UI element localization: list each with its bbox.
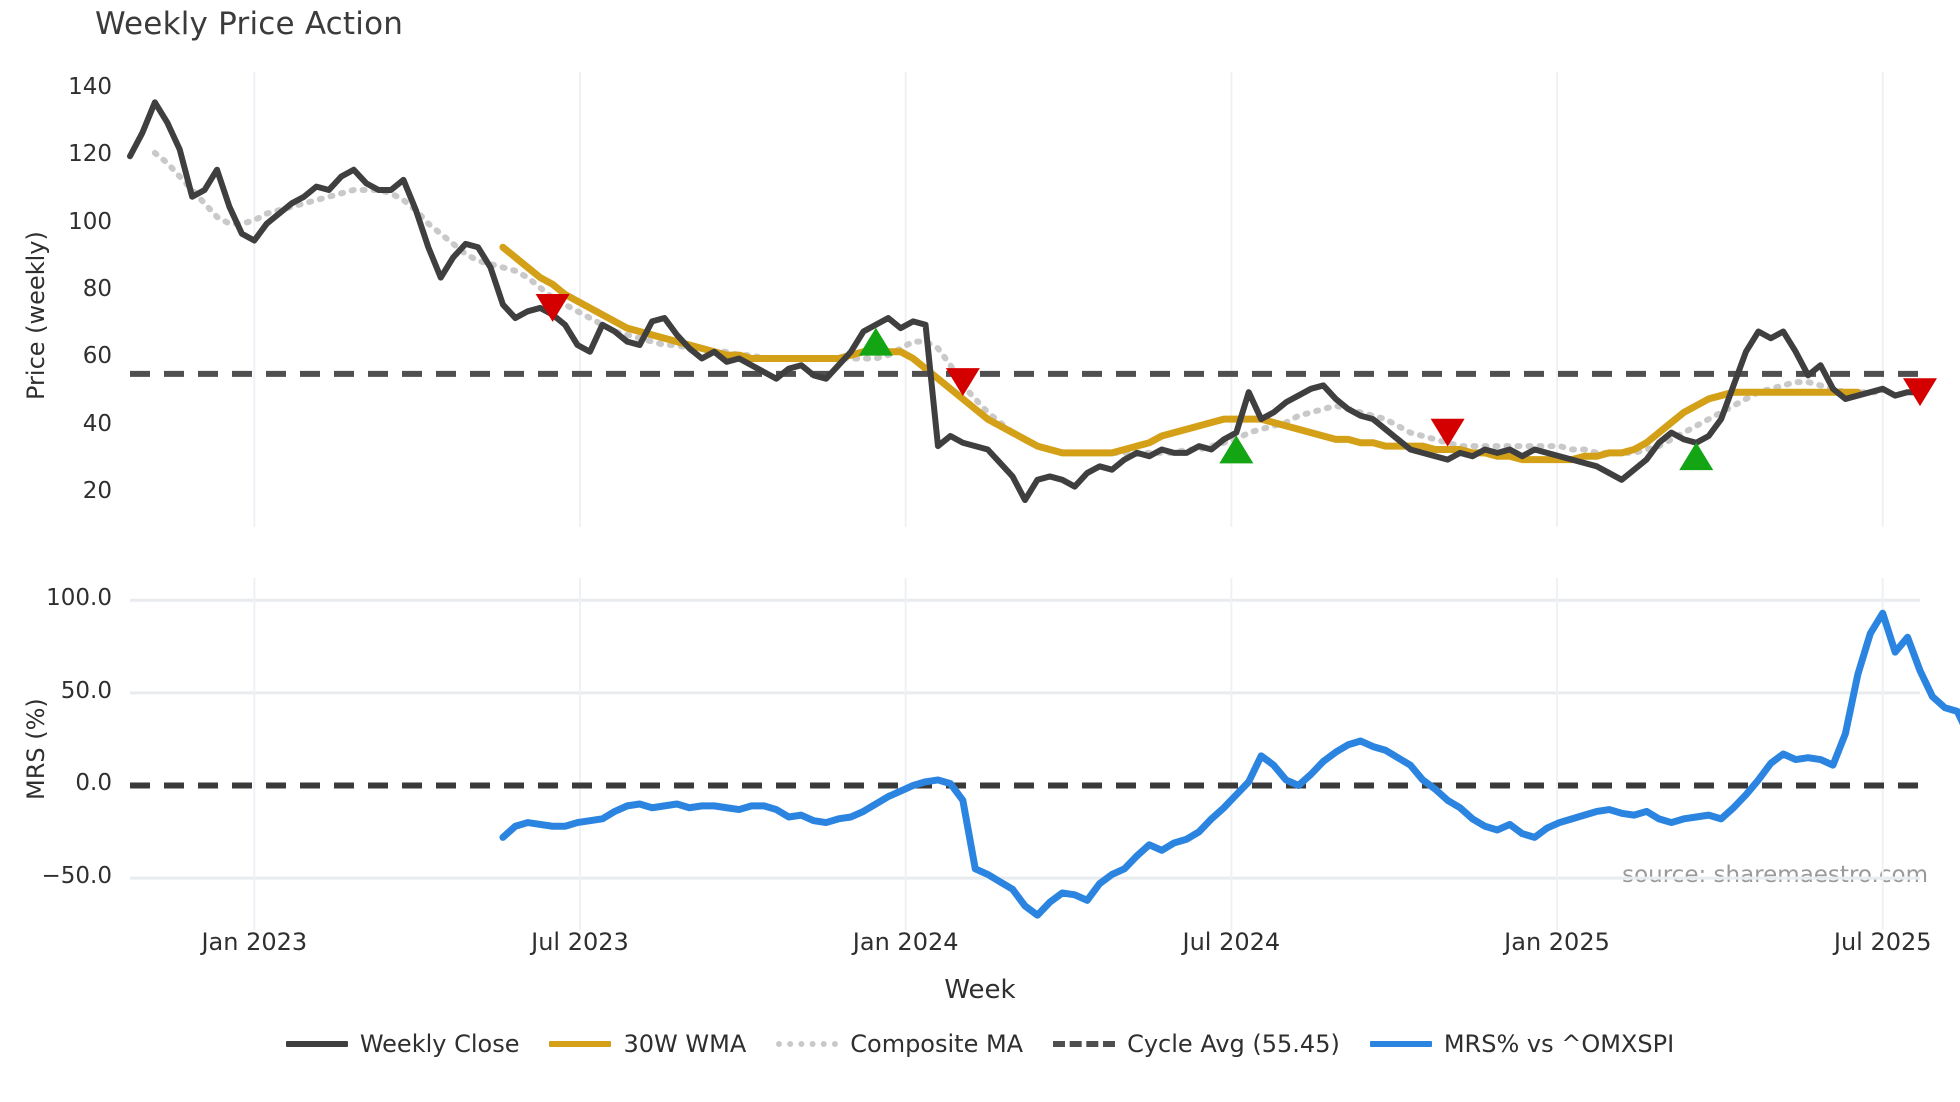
legend-item[interactable]: 30W WMA [549, 1030, 746, 1058]
x-tick-label: Jul 2025 [1833, 928, 1932, 956]
mrs-y-tick-label: 50.0 [60, 677, 112, 704]
price-y-tick-label: 40 [82, 410, 112, 437]
price-axis-label: Price (weekly) [22, 231, 50, 400]
mrs-plot [130, 578, 1960, 930]
sell-signal-marker [535, 293, 570, 322]
legend-swatch-solid [285, 1041, 348, 1047]
x-axis-title: Week [944, 975, 1016, 1005]
source-note: source: sharemaestro.com [1622, 862, 1928, 888]
price-y-tick-label: 80 [82, 276, 112, 303]
buy-signal-marker [1679, 442, 1714, 471]
sell-signal-marker [945, 368, 980, 397]
legend-label: MRS% vs ^OMXSPI [1443, 1030, 1675, 1058]
mrs-y-tick-label: 100.0 [46, 585, 112, 612]
sell-signal-marker [1430, 418, 1465, 447]
x-tick-label: Jan 2024 [852, 928, 959, 956]
legend-item[interactable]: Composite MA [776, 1030, 1023, 1058]
buy-signal-marker [858, 327, 893, 356]
legend-label: Cycle Avg (55.45) [1127, 1030, 1340, 1058]
x-tick-label: Jul 2024 [1182, 928, 1281, 956]
legend-label: Composite MA [850, 1030, 1024, 1058]
legend-swatch-solid [1369, 1041, 1432, 1047]
x-tick-label: Jan 2023 [201, 928, 308, 956]
legend-item[interactable]: Cycle Avg (55.45) [1053, 1030, 1340, 1058]
chart-legend: Weekly Close 30W WMA Composite MA Cycle Avg… [0, 1022, 1960, 1066]
page-title: Weekly Price Action [95, 6, 404, 42]
legend-swatch-solid [549, 1041, 612, 1047]
legend-item[interactable]: MRS% vs ^OMXSPI [1369, 1030, 1675, 1058]
mrs-y-tick-label: 0.0 [75, 770, 112, 797]
price-plot [127, 72, 1937, 527]
x-tick-label: Jan 2025 [1504, 928, 1610, 956]
legend-item[interactable]: Weekly Close [285, 1030, 520, 1058]
buy-signal-marker [1219, 435, 1254, 464]
legend-label: 30W WMA [623, 1030, 747, 1058]
sell-signal-marker [1903, 378, 1937, 407]
legend-label: Weekly Close [359, 1030, 520, 1058]
price-y-tick-label: 60 [82, 343, 112, 370]
legend-swatch-dashed [1053, 1041, 1116, 1047]
mrs-y-tick-label: −50.0 [41, 863, 112, 890]
price-y-tick-label: 120 [68, 141, 112, 168]
price-y-tick-label: 20 [82, 478, 112, 505]
x-tick-label: Jul 2023 [531, 928, 629, 956]
legend-swatch-dotted [776, 1041, 839, 1047]
price-y-tick-label: 140 [68, 73, 112, 100]
price-y-tick-label: 100 [68, 208, 112, 235]
